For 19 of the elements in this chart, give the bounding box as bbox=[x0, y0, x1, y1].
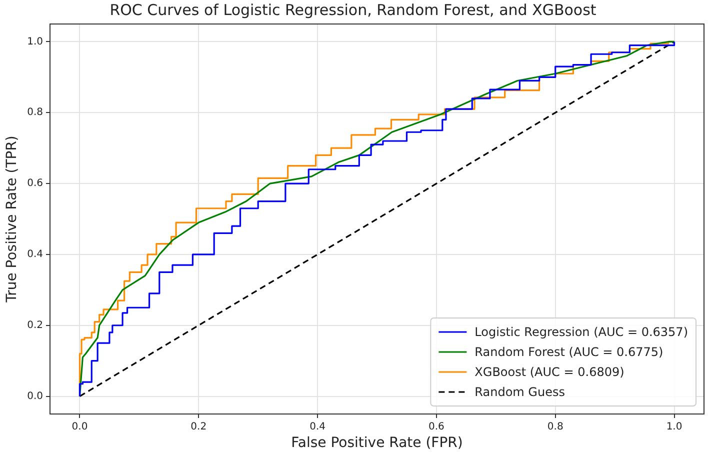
x-tick-label: 0.2 bbox=[190, 422, 207, 433]
chart-title: ROC Curves of Logistic Regression, Random Forest, and XGBoost bbox=[110, 0, 596, 19]
y-tick-label: 0.0 bbox=[27, 390, 43, 402]
y-tick-label: 1.0 bbox=[27, 36, 43, 48]
legend-label: Random Forest (AUC = 0.6775) bbox=[474, 345, 664, 360]
y-tick-label: 0.8 bbox=[27, 107, 43, 118]
x-tick-label: 0.6 bbox=[428, 422, 444, 433]
x-tick-label: 1.0 bbox=[666, 422, 682, 433]
x-tick-label: 0.4 bbox=[310, 422, 326, 433]
y-axis-title: True Positive Rate (TPR) bbox=[4, 136, 20, 304]
y-tick-label: 0.4 bbox=[27, 249, 43, 260]
y-tick-label: 0.2 bbox=[27, 320, 43, 331]
x-tick-label: 0.0 bbox=[72, 422, 88, 433]
x-axis-title: False Positive Rate (FPR) bbox=[291, 435, 463, 452]
x-tick-label: 0.8 bbox=[547, 422, 564, 433]
legend-label: XGBoost (AUC = 0.6809) bbox=[474, 365, 624, 380]
legend-label: Logistic Regression (AUC = 0.6357) bbox=[474, 325, 688, 340]
legend-label: Random Guess bbox=[474, 385, 565, 400]
y-tick-label: 0.6 bbox=[27, 178, 43, 190]
